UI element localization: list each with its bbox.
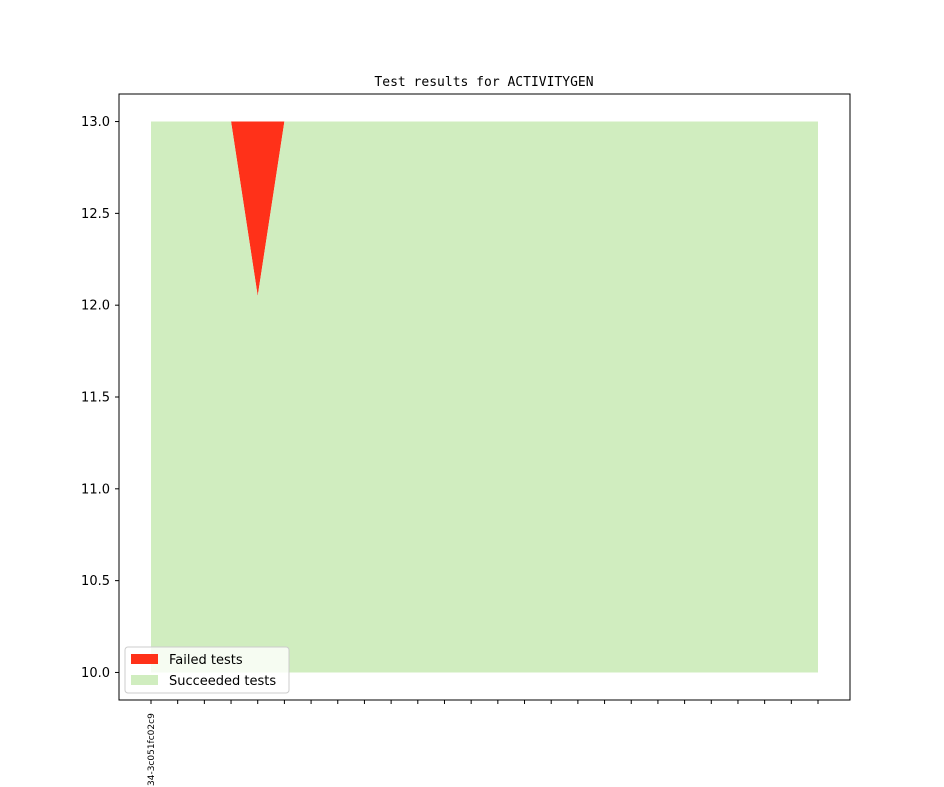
- x-axis: 34-3c051fc02c9: [147, 700, 819, 786]
- legend-label-succeeded: Succeeded tests: [169, 674, 276, 689]
- legend: Failed tests Succeeded tests: [124, 646, 290, 694]
- y-tick-label: 12.5: [81, 207, 110, 222]
- y-tick-label: 11.0: [81, 482, 110, 497]
- legend-swatch-succeeded: [131, 675, 158, 685]
- succeeded-tests-area: [151, 121, 818, 673]
- x-tick-label: 34-3c051fc02c9: [147, 713, 157, 786]
- chart-title: Test results for ACTIVITYGEN: [374, 75, 593, 90]
- y-tick-label: 11.5: [81, 391, 110, 406]
- y-tick-label: 10.5: [81, 574, 110, 589]
- y-tick-label: 12.0: [81, 299, 110, 314]
- legend-box: [124, 646, 290, 694]
- legend-label-failed: Failed tests: [169, 653, 243, 668]
- y-axis: 10.0 10.5 11.0 11.5 12.0 12.5 13.0: [81, 115, 119, 681]
- y-tick-label: 13.0: [81, 115, 110, 130]
- y-tick-label: 10.0: [81, 666, 110, 681]
- plot-area: [151, 121, 818, 673]
- legend-swatch-failed: [131, 654, 158, 664]
